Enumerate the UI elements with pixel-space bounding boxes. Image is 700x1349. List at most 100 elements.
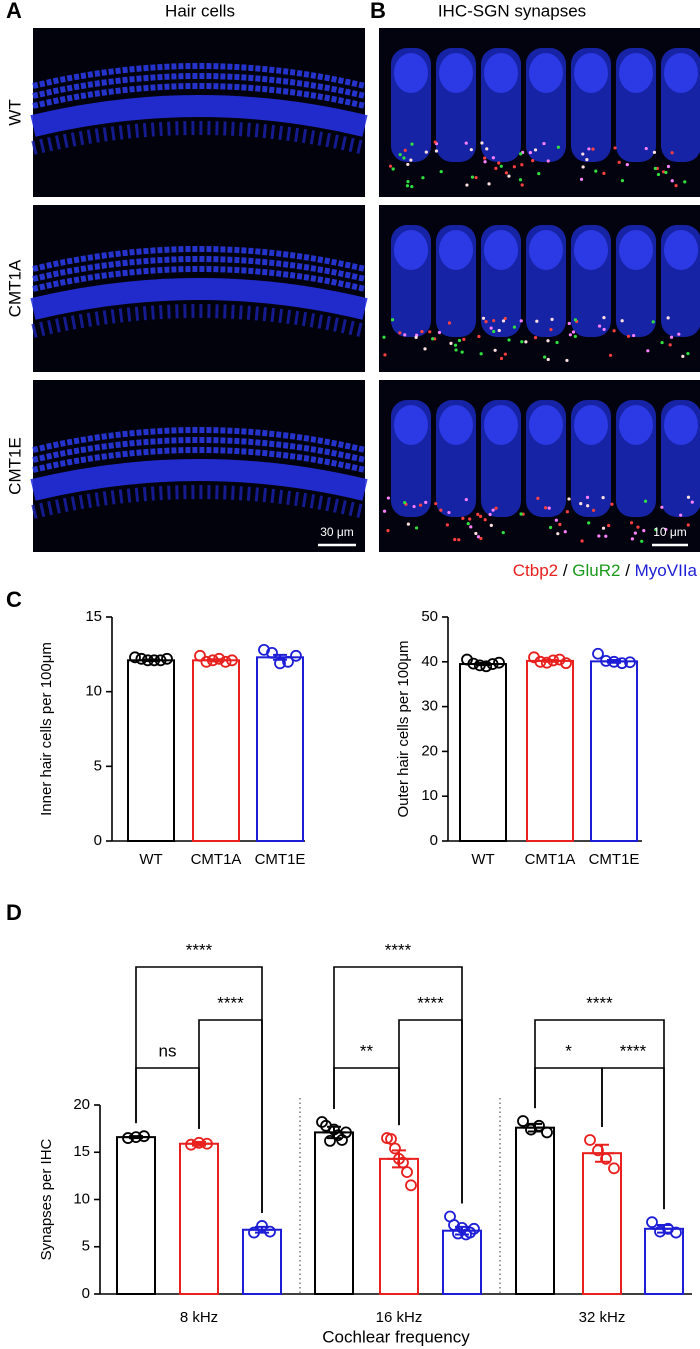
synapse-puncta	[677, 332, 681, 336]
synapse-puncta	[457, 338, 462, 343]
synapse-puncta	[483, 518, 487, 522]
data-point	[185, 1138, 197, 1151]
synapse-puncta	[640, 539, 644, 543]
synapse-puncta	[581, 165, 585, 169]
synapse-puncta	[617, 160, 621, 164]
y-tick-label: 5	[82, 1238, 90, 1255]
error-bar	[124, 1135, 148, 1140]
synapse-puncta	[434, 149, 439, 153]
data-point	[547, 654, 560, 667]
data-point	[401, 1166, 413, 1178]
synapse-puncta	[666, 164, 671, 169]
data-point	[646, 1216, 658, 1229]
y-axis-label: Synapses per IHC	[38, 1138, 55, 1260]
bar	[644, 1227, 684, 1296]
synapse-puncta	[686, 352, 690, 356]
synapse-puncta	[423, 347, 427, 351]
x-tick-label: 8 kHz	[180, 1309, 218, 1326]
ihc-nucleus	[574, 53, 608, 93]
data-point	[560, 657, 572, 670]
data-point	[389, 1142, 401, 1155]
significance-bracket	[333, 966, 463, 1204]
synapse-puncta	[469, 148, 473, 152]
scale-bar-label: 30 μm	[320, 525, 354, 539]
synapse-puncta	[602, 171, 606, 175]
synapse-puncta	[465, 183, 469, 187]
synapse-puncta	[483, 160, 487, 164]
stain-legend: Ctbp2 / GluR2 / MyoVIIa	[513, 561, 698, 580]
data-point	[670, 1226, 682, 1239]
synapse-puncta	[664, 527, 668, 532]
y-tick-label: 0	[82, 1285, 90, 1302]
micrographs: WT CMT1A CMT1E 30 μm 10 μm	[5, 28, 700, 552]
data-point	[274, 657, 286, 670]
data-point	[219, 655, 232, 668]
synapse-puncta	[610, 502, 614, 506]
y-tick-label: 15	[73, 1143, 90, 1160]
significance-label: ****	[217, 993, 244, 1012]
error-bar	[268, 653, 292, 661]
y-tick-label: 40	[421, 653, 438, 670]
error-bar	[538, 659, 562, 663]
data-point	[324, 1135, 336, 1147]
y-tick-label: 30	[421, 698, 438, 715]
significance-bracket	[198, 1019, 263, 1213]
legend-separator: /	[558, 561, 572, 580]
data-point	[340, 1126, 352, 1139]
synapse-puncta	[580, 539, 584, 543]
data-point	[264, 1225, 276, 1238]
synapse-puncta	[424, 150, 428, 154]
data-point	[385, 1133, 397, 1145]
data-point	[493, 656, 505, 669]
synapse-puncta	[581, 152, 585, 156]
synapse-puncta	[476, 535, 481, 539]
ihc-nucleus	[574, 405, 608, 445]
ihc-nucleus	[394, 230, 428, 270]
synapse-puncta	[462, 337, 466, 341]
error-bar	[139, 658, 163, 663]
synapse-puncta	[550, 317, 554, 321]
significance-bracket	[601, 1067, 665, 1210]
legend-entry: Ctbp2	[513, 561, 558, 580]
data-point	[256, 1220, 268, 1232]
y-tick-label: 15	[85, 608, 102, 625]
bar	[526, 659, 574, 842]
synapse-puncta	[464, 498, 468, 502]
bar	[127, 659, 175, 842]
synapse-puncta	[668, 343, 672, 347]
x-tick-label: CMT1E	[255, 851, 306, 868]
synapse-puncta	[469, 525, 473, 529]
synapse-puncta	[563, 530, 567, 534]
data-point	[486, 658, 499, 670]
synapse-puncta	[669, 335, 674, 339]
synapse-puncta	[587, 521, 591, 525]
synapse-puncta	[497, 161, 501, 165]
x-tick-label: WT	[139, 851, 162, 868]
synapse-puncta	[487, 182, 491, 186]
significance-bracket	[135, 966, 263, 1213]
data-point	[600, 1152, 612, 1165]
bar	[582, 1152, 622, 1295]
x-tick-label: CMT1E	[589, 851, 640, 868]
synapse-puncta	[681, 354, 685, 358]
synapse-puncta	[403, 501, 407, 505]
significance-label: **	[360, 1041, 374, 1060]
significance-label: *	[565, 1041, 572, 1060]
hair-cell-rows	[30, 63, 368, 155]
synapse-puncta	[492, 329, 496, 334]
synapse-puncta	[391, 167, 395, 171]
synapse-puncta	[479, 352, 483, 356]
synapse-puncta	[493, 348, 497, 352]
synapse-puncta	[592, 508, 596, 512]
data-point	[258, 643, 270, 656]
error-bar	[602, 659, 626, 664]
synapse-puncta	[586, 504, 590, 508]
synapse-puncta	[632, 333, 636, 338]
synapse-puncta	[626, 334, 631, 338]
bar	[379, 1157, 419, 1295]
ihc-nucleus	[619, 53, 653, 93]
ohc-row	[32, 63, 366, 89]
synapse-puncta	[686, 523, 690, 527]
synapse-puncta	[474, 175, 478, 180]
